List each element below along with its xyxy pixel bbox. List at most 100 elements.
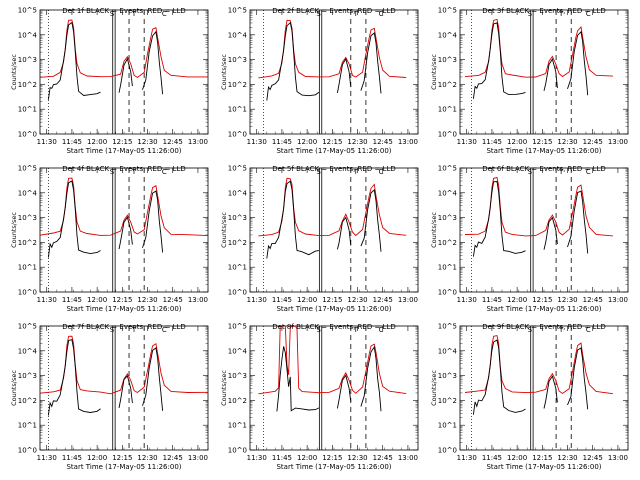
- x-tick-label: 12:15: [322, 138, 342, 146]
- x-axis-title: Start Time (17-May-05 11:26:00): [66, 147, 181, 155]
- x-tick-label: 12:00: [297, 454, 317, 462]
- flag-label: T: [353, 168, 359, 176]
- chart-panel-9: 10^0 10^1 10^2 10^3 10^4 10^5 11:30 11:45 12:00 1…: [430, 323, 629, 471]
- y-tick-label: 10^4: [228, 347, 248, 355]
- y-tick-label: 10^1: [18, 106, 37, 114]
- y-tick-label: 10^2: [228, 81, 247, 89]
- x-tick-label: 12:15: [532, 296, 552, 304]
- y-tick-label: 10^4: [228, 189, 248, 197]
- x-tick-label: 12:30: [137, 138, 157, 146]
- y-tick-label: 10^0: [228, 447, 247, 455]
- y-tick-label: 10^1: [438, 422, 457, 430]
- flag-label: T: [558, 168, 564, 176]
- x-axis-title: Start Time (17-May-05 11:26:00): [276, 305, 391, 313]
- panel-title: Det 2f BLACK = Events, RED = LLD: [272, 7, 395, 15]
- series-lld-line: [464, 335, 613, 395]
- y-tick-label: 10^2: [228, 239, 247, 247]
- y-tick-label: 10^2: [18, 81, 37, 89]
- x-tick-label: 11:30: [457, 454, 477, 462]
- y-tick-label: 10^1: [438, 264, 457, 272]
- x-tick-label: 11:30: [247, 454, 267, 462]
- flag-label: S: [528, 326, 533, 334]
- y-axis-title: Counts/sec: [430, 212, 438, 248]
- series-events-line: [276, 345, 382, 412]
- y-tick-label: 10^1: [228, 106, 247, 114]
- x-tick-label: 12:45: [163, 296, 183, 304]
- y-tick-label: 10^2: [438, 239, 457, 247]
- x-tick-label: 11:45: [272, 296, 292, 304]
- x-tick-label: 12:45: [163, 454, 183, 462]
- series-lld-line: [258, 177, 407, 237]
- y-tick-label: 10^0: [18, 131, 37, 139]
- flag-label: S: [110, 10, 115, 18]
- x-axis-title: Start Time (17-May-05 11:26:00): [486, 305, 601, 313]
- y-tick-label: 10^0: [438, 289, 457, 297]
- x-tick-label: 11:45: [272, 454, 292, 462]
- flag-label: T: [131, 10, 137, 18]
- y-tick-label: 10^5: [228, 165, 247, 173]
- flag-label: T: [558, 10, 564, 18]
- x-tick-label: 11:30: [247, 138, 267, 146]
- x-tick-label: 11:30: [457, 138, 477, 146]
- x-tick-label: 11:45: [482, 138, 502, 146]
- y-tick-label: 10^5: [228, 323, 247, 331]
- x-tick-label: 12:00: [297, 138, 317, 146]
- y-tick-label: 10^3: [18, 372, 37, 380]
- x-tick-label: 11:45: [62, 138, 82, 146]
- flag-label: T: [353, 326, 359, 334]
- series-events-line: [266, 180, 382, 259]
- plot-frame: [249, 167, 419, 293]
- panel-title: Det 5f BLACK = Events, RED = LLD: [272, 165, 395, 173]
- x-tick-label: 11:45: [62, 454, 82, 462]
- flag-label: S: [316, 168, 321, 176]
- flag-label: S: [316, 10, 321, 18]
- x-tick-label: 12:00: [507, 296, 527, 304]
- x-tick-label: 13:00: [608, 296, 628, 304]
- y-tick-label: 10^3: [18, 214, 37, 222]
- x-axis-title: Start Time (17-May-05 11:26:00): [66, 305, 181, 313]
- flag-label: C: [162, 10, 167, 18]
- x-tick-label: 13:00: [188, 138, 208, 146]
- panel-title: Det 4f BLACK = Events, RED = LLD: [62, 165, 185, 173]
- series-lld-line: [39, 19, 208, 79]
- flag-label: T: [558, 326, 564, 334]
- chart-panel-2: 10^0 10^1 10^2 10^3 10^4 10^5 11:30 11:45 12:00 1…: [220, 7, 419, 155]
- x-tick-label: 13:00: [398, 138, 418, 146]
- series-lld-line: [39, 335, 209, 395]
- x-tick-label: 12:30: [137, 454, 157, 462]
- y-tick-label: 10^4: [438, 347, 458, 355]
- chart-panel-8: 10^0 10^1 10^2 10^3 10^4 10^5 11:30 11:45 12:00 1…: [220, 323, 419, 471]
- x-tick-label: 13:00: [398, 454, 418, 462]
- x-tick-label: 11:30: [37, 454, 57, 462]
- x-axis-title: Start Time (17-May-05 11:26:00): [486, 147, 601, 155]
- flag-label: C: [379, 10, 384, 18]
- series-lld-line: [258, 325, 407, 395]
- y-tick-label: 10^0: [438, 447, 457, 455]
- plot-frame: [39, 9, 209, 135]
- x-tick-label: 12:15: [532, 454, 552, 462]
- x-tick-label: 11:45: [272, 138, 292, 146]
- panel-title: Det 7f BLACK = Events, RED = LLD: [62, 323, 185, 331]
- flag-label: C: [586, 326, 591, 334]
- x-tick-label: 12:45: [373, 454, 393, 462]
- y-tick-label: 10^4: [18, 189, 38, 197]
- x-tick-label: 12:30: [347, 296, 367, 304]
- x-tick-label: 12:45: [583, 454, 603, 462]
- y-tick-label: 10^5: [438, 323, 457, 331]
- y-tick-label: 10^0: [438, 131, 457, 139]
- x-tick-label: 12:30: [557, 138, 577, 146]
- series-events-line: [47, 339, 164, 416]
- x-tick-label: 12:00: [507, 454, 527, 462]
- x-tick-label: 12:00: [297, 296, 317, 304]
- x-tick-label: 11:30: [37, 296, 57, 304]
- x-tick-label: 12:15: [112, 454, 132, 462]
- chart-panel-1: 10^0 10^1 10^2 10^3 10^4 10^5 11:30 11:45 12:00 1…: [10, 7, 209, 155]
- x-tick-label: 12:15: [532, 138, 552, 146]
- y-tick-label: 10^4: [18, 31, 38, 39]
- y-tick-label: 10^0: [228, 289, 247, 297]
- y-tick-label: 10^5: [18, 323, 37, 331]
- y-tick-label: 10^4: [438, 31, 458, 39]
- y-tick-label: 10^1: [438, 106, 457, 114]
- x-tick-label: 12:45: [163, 138, 183, 146]
- panel-title: Det 9f BLACK = Events, RED = LLD: [482, 323, 605, 331]
